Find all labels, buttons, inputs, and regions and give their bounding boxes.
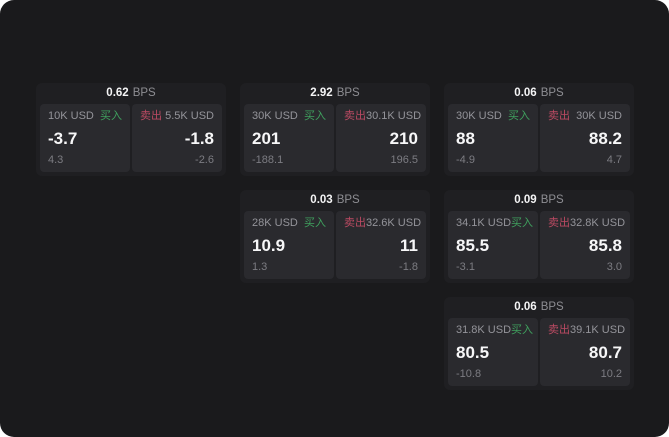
buy-price: 80.5 (456, 343, 490, 363)
bps-header: 0.62 BPS (40, 83, 222, 104)
sell-side-label: 卖出 (548, 324, 570, 336)
buy-change: -10.8 (456, 368, 482, 380)
sell-side-label: 卖出 (140, 110, 162, 122)
buy-notional: 28K USD (252, 217, 298, 229)
sell-price: -1.8 (184, 129, 214, 149)
bps-unit-label: BPS (540, 300, 564, 313)
buy-panel[interactable]: 30K USD 买入 201 -188.1 (244, 104, 334, 172)
bps-value: 0.06 (514, 86, 537, 99)
quote-card: 0.09 BPS 34.1K USD 买入 85.5 -3.1 卖出 32.8K… (444, 190, 634, 283)
sell-change: 3.0 (606, 261, 622, 273)
sell-change: 10.2 (600, 368, 622, 380)
buy-side-label: 买入 (508, 110, 530, 122)
buy-change: -3.1 (456, 261, 475, 273)
sell-notional: 30K USD (576, 110, 622, 122)
sell-panel[interactable]: 卖出 39.1K USD 80.7 10.2 (540, 318, 630, 386)
buy-side-label: 买入 (304, 110, 326, 122)
quote-card: 2.92 BPS 30K USD 买入 201 -188.1 卖出 30.1K … (240, 83, 430, 176)
buy-change: 1.3 (252, 261, 268, 273)
buy-notional: 31.8K USD (456, 324, 512, 336)
sell-change: 196.5 (390, 154, 418, 166)
bps-header: 2.92 BPS (244, 83, 426, 104)
bps-unit-label: BPS (540, 193, 564, 206)
buy-side-label: 买入 (511, 217, 534, 229)
buy-price: 10.9 (252, 236, 286, 256)
bps-unit-label: BPS (336, 193, 360, 206)
buy-change: 4.3 (48, 154, 64, 166)
sell-price: 80.7 (588, 343, 622, 363)
bps-value: 0.62 (106, 86, 129, 99)
sell-side-label: 卖出 (548, 217, 570, 229)
sell-notional: 30.1K USD (366, 110, 422, 122)
sell-panel[interactable]: 卖出 32.8K USD 85.8 3.0 (540, 211, 630, 279)
buy-notional: 30K USD (252, 110, 298, 122)
quote-card: 0.06 BPS 30K USD 买入 88 -4.9 卖出 30K USD 8… (444, 83, 634, 176)
quote-card: 0.03 BPS 28K USD 买入 10.9 1.3 卖出 32.6K US… (240, 190, 430, 283)
sell-notional: 5.5K USD (165, 110, 214, 122)
sell-price: 88.2 (588, 129, 622, 149)
sell-side-label: 卖出 (344, 217, 366, 229)
bps-header: 0.06 BPS (448, 297, 630, 318)
sell-notional: 32.8K USD (570, 217, 626, 229)
bps-unit-label: BPS (336, 86, 360, 99)
buy-panel[interactable]: 31.8K USD 买入 80.5 -10.8 (448, 318, 538, 386)
sell-panel[interactable]: 卖出 5.5K USD -1.8 -2.6 (132, 104, 222, 172)
sell-notional: 32.6K USD (366, 217, 422, 229)
buy-price: 88 (456, 129, 475, 149)
buy-price: 85.5 (456, 236, 490, 256)
sell-panel[interactable]: 卖出 30K USD 88.2 4.7 (540, 104, 630, 172)
sell-side-label: 卖出 (548, 110, 570, 122)
sell-price: 85.8 (588, 236, 622, 256)
bps-header: 0.09 BPS (448, 190, 630, 211)
bps-value: 0.09 (514, 193, 537, 206)
buy-side-label: 买入 (100, 110, 122, 122)
bps-unit-label: BPS (132, 86, 156, 99)
buy-panel[interactable]: 10K USD 买入 -3.7 4.3 (40, 104, 130, 172)
sell-side-label: 卖出 (344, 110, 366, 122)
bps-value: 2.92 (310, 86, 333, 99)
sell-panel[interactable]: 卖出 30.1K USD 210 196.5 (336, 104, 426, 172)
bps-value: 0.03 (310, 193, 333, 206)
sell-change: 4.7 (606, 154, 622, 166)
sell-notional: 39.1K USD (570, 324, 626, 336)
quote-card: 0.06 BPS 31.8K USD 买入 80.5 -10.8 卖出 39.1… (444, 297, 634, 390)
buy-notional: 10K USD (48, 110, 94, 122)
sell-price: 210 (389, 129, 418, 149)
buy-change: -4.9 (456, 154, 475, 166)
buy-panel[interactable]: 30K USD 买入 88 -4.9 (448, 104, 538, 172)
buy-price: -3.7 (48, 129, 78, 149)
bps-unit-label: BPS (540, 86, 564, 99)
sell-price: 11 (400, 236, 418, 256)
buy-side-label: 买入 (304, 217, 326, 229)
sell-panel[interactable]: 卖出 32.6K USD 11 -1.8 (336, 211, 426, 279)
buy-change: -188.1 (252, 154, 284, 166)
quote-card: 0.62 BPS 10K USD 买入 -3.7 4.3 卖出 5.5K USD… (36, 83, 226, 176)
sell-change: -1.8 (399, 261, 418, 273)
sell-change: -2.6 (195, 154, 214, 166)
buy-side-label: 买入 (511, 324, 534, 336)
bps-header: 0.06 BPS (448, 83, 630, 104)
buy-panel[interactable]: 28K USD 买入 10.9 1.3 (244, 211, 334, 279)
buy-notional: 30K USD (456, 110, 502, 122)
buy-price: 201 (252, 129, 281, 149)
bps-value: 0.06 (514, 300, 537, 313)
buy-panel[interactable]: 34.1K USD 买入 85.5 -3.1 (448, 211, 538, 279)
bps-header: 0.03 BPS (244, 190, 426, 211)
buy-notional: 34.1K USD (456, 217, 512, 229)
